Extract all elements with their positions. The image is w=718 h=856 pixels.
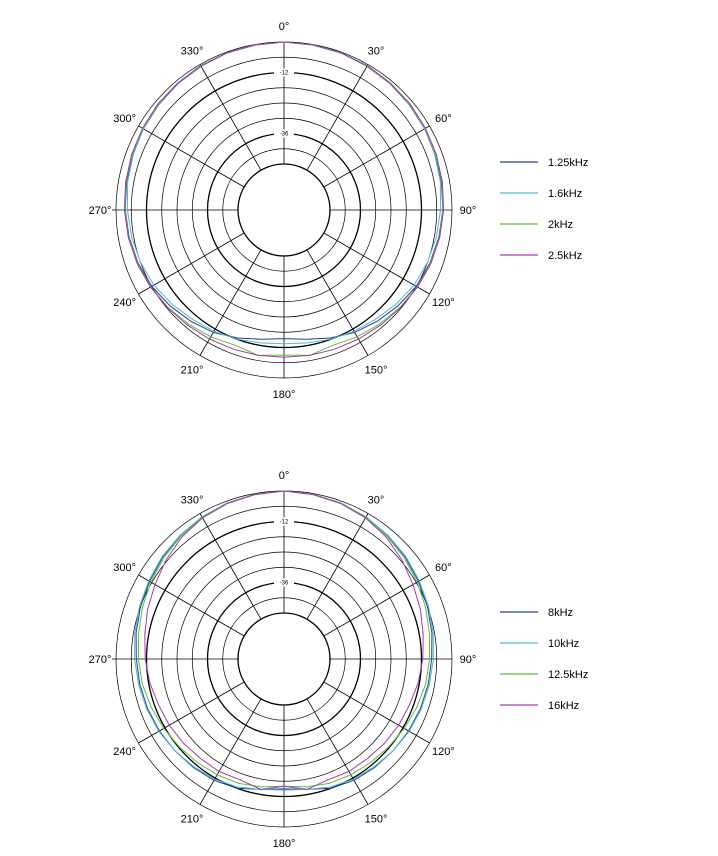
legend-label: 2.5kHz	[548, 250, 582, 262]
angle-label: 330°	[181, 495, 204, 507]
grid-spoke	[138, 125, 245, 188]
grid-spoke	[306, 64, 369, 171]
grid-ring	[237, 612, 331, 706]
db-label: -12	[280, 71, 289, 77]
angle-label: 30°	[368, 495, 385, 507]
legend-label: 10kHz	[548, 638, 579, 650]
legend-label: 16kHz	[548, 700, 579, 712]
angle-label: 120°	[432, 297, 455, 309]
polar-chart-2: 0° 30° 60° 90° 120° 150° 180° 210° 240° 270° 300° 3…	[89, 470, 589, 850]
db-label-bg	[274, 517, 294, 526]
legend-label: 8kHz	[548, 607, 573, 619]
angle-label: 240°	[113, 297, 136, 309]
grid-spoke	[306, 249, 369, 356]
angle-label: 90°	[460, 205, 477, 217]
legend-label: 2kHz	[548, 219, 573, 231]
series-line-25khz	[123, 41, 445, 358]
angle-label: 210°	[181, 364, 204, 376]
grid-spoke	[306, 698, 369, 805]
angle-label: 300°	[113, 562, 136, 574]
grid-ring	[237, 163, 331, 257]
grid-spoke	[199, 64, 262, 171]
grid-spoke	[138, 681, 245, 744]
angle-label: 150°	[365, 813, 388, 825]
grid-spoke	[199, 249, 262, 356]
angle-label: 150°	[365, 364, 388, 376]
grid-spoke	[199, 698, 262, 805]
legend-label: 12.5kHz	[548, 669, 588, 681]
polar-chart-1: 0° 30° 60° 90° 120° 150° 180° 210° 240° 270° 300° 3…	[89, 21, 589, 401]
angle-label: 210°	[181, 813, 204, 825]
db-label: -36	[280, 132, 289, 138]
angle-label: 30°	[368, 46, 385, 58]
grid-spoke	[323, 232, 430, 295]
grid-spoke	[323, 125, 430, 188]
angle-label: 0°	[279, 470, 290, 482]
grid-spoke	[138, 232, 245, 295]
angle-label: 180°	[273, 389, 296, 401]
grid-spoke	[323, 681, 430, 744]
db-label: -12	[280, 520, 289, 526]
grid-spoke	[138, 574, 245, 637]
angle-label: 240°	[113, 746, 136, 758]
db-label-bg	[274, 578, 294, 587]
grid-ring	[222, 148, 346, 272]
angle-label: 270°	[89, 205, 112, 217]
series-line-16khz	[126, 41, 442, 345]
grid-spoke	[199, 513, 262, 620]
series-line-8khz	[135, 490, 433, 790]
db-label: -36	[280, 581, 289, 587]
grid-ring	[222, 597, 346, 721]
angle-label: 270°	[89, 654, 112, 666]
series-line-16khz	[144, 490, 424, 790]
legend-label: 1.25kHz	[548, 157, 588, 169]
series-line-10khz	[134, 490, 434, 791]
angle-label: 0°	[279, 21, 290, 33]
legend-label: 1.6kHz	[548, 188, 582, 200]
angle-label: 60°	[435, 562, 452, 574]
grid-spoke	[306, 513, 369, 620]
angle-label: 90°	[460, 654, 477, 666]
db-label-bg	[274, 68, 294, 77]
angle-label: 330°	[181, 46, 204, 58]
angle-label: 120°	[432, 746, 455, 758]
db-label-bg	[274, 129, 294, 138]
grid-spoke	[323, 574, 430, 637]
angle-label: 300°	[113, 113, 136, 125]
angle-label: 180°	[273, 838, 296, 850]
angle-label: 60°	[435, 113, 452, 125]
